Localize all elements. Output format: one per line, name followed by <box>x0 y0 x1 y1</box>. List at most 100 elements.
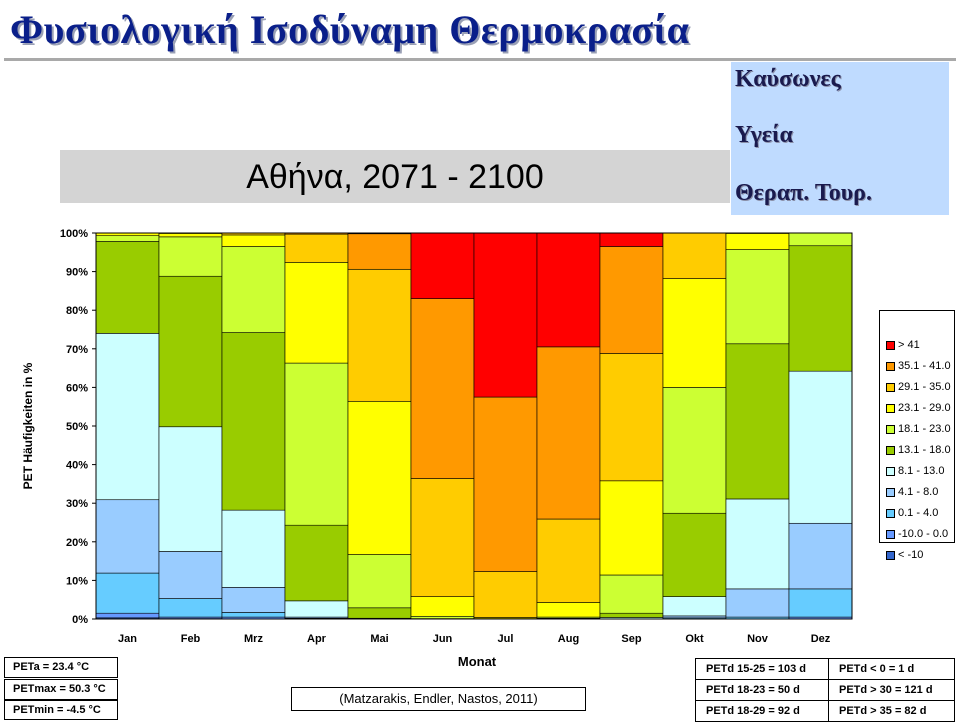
legend-swatch <box>886 509 895 518</box>
bar-segment <box>600 613 663 617</box>
bar-segment <box>600 575 663 613</box>
table-row: PETd 15-25 = 103 d PETd < 0 = 1 d <box>696 659 955 680</box>
bar-segment <box>537 602 600 617</box>
bar-segment <box>789 523 852 589</box>
legend-label: > 41 <box>898 339 920 351</box>
citation: (Matzarakis, Endler, Nastos, 2011) <box>291 687 586 711</box>
x-tick-label: Mai <box>370 633 388 645</box>
bar-segment <box>726 589 789 617</box>
bar-segment <box>159 599 222 618</box>
bar-segment <box>726 499 789 589</box>
table-cell: PETd > 30 = 121 d <box>829 680 955 701</box>
bar-segment <box>96 573 159 613</box>
bar-segment <box>159 551 222 598</box>
bar-segment <box>789 371 852 523</box>
bar-segment <box>411 478 474 596</box>
table-cell: PETd 15-25 = 103 d <box>696 659 829 680</box>
x-tick-label: Jul <box>498 633 514 645</box>
stat-pet-max: PETmax = 50.3 °C <box>4 679 118 700</box>
bar-segment <box>726 344 789 499</box>
bar-segment <box>285 363 348 525</box>
legend-item: > 41 <box>886 339 920 353</box>
table-row: PETd 18-23 = 50 d PETd > 30 = 121 d <box>696 680 955 701</box>
bar-segment <box>411 299 474 479</box>
legend-swatch <box>886 467 895 476</box>
table-cell: PETd 18-29 = 92 d <box>696 701 829 722</box>
bar-segment <box>600 247 663 354</box>
legend-label: 35.1 - 41.0 <box>898 360 951 372</box>
bar-segment <box>222 247 285 333</box>
bar-segment <box>222 235 285 247</box>
bar-segment <box>663 279 726 388</box>
bar-segment <box>96 333 159 499</box>
x-tick-label: Feb <box>181 633 201 645</box>
y-tick-label: 20% <box>66 537 88 549</box>
x-tick-label: Dez <box>811 633 831 645</box>
legend-item: 23.1 - 29.0 <box>886 402 951 416</box>
legend-label: 23.1 - 29.0 <box>898 402 951 414</box>
bar-segment <box>96 236 159 242</box>
bar-segment <box>285 601 348 617</box>
y-tick-label: 40% <box>66 460 88 472</box>
legend-swatch <box>886 551 895 560</box>
bar-segment <box>348 555 411 608</box>
bar-segment <box>348 269 411 401</box>
legend-swatch <box>886 530 895 539</box>
legend-swatch <box>886 341 895 350</box>
y-tick-label: 80% <box>66 305 88 317</box>
legend-swatch <box>886 446 895 455</box>
bar-segment <box>222 587 285 612</box>
legend-label: < -10 <box>898 549 923 561</box>
bar-segment <box>159 276 222 427</box>
bar-segment <box>348 401 411 554</box>
bar-segment <box>726 233 789 249</box>
bar-segment <box>411 597 474 617</box>
bar-segment <box>789 246 852 371</box>
stat-pet-min: PETmin = -4.5 °C <box>4 700 118 720</box>
bar-segment <box>474 397 537 571</box>
legend-label: 0.1 - 4.0 <box>898 507 938 519</box>
legend-swatch <box>886 404 895 413</box>
y-tick-label: 0% <box>72 614 88 626</box>
x-tick-label: Mrz <box>244 633 263 645</box>
bar-segment <box>474 572 537 618</box>
bar-segment <box>537 233 600 347</box>
legend-item: 0.1 - 4.0 <box>886 507 938 521</box>
bar-segment <box>663 513 726 596</box>
legend-item: -10.0 - 0.0 <box>886 528 948 542</box>
bar-segment <box>159 427 222 552</box>
bar-segment <box>222 612 285 617</box>
bar-segment <box>96 500 159 573</box>
bar-segment <box>159 233 222 236</box>
bar-segment <box>285 525 348 601</box>
y-axis-label: PET Häufigkeiten in % <box>21 362 35 489</box>
table-cell: PETd > 35 = 82 d <box>829 701 955 722</box>
pet-days-table: PETd 15-25 = 103 d PETd < 0 = 1 d PETd 1… <box>695 658 955 722</box>
y-tick-label: 70% <box>66 344 88 356</box>
x-tick-label: Okt <box>685 633 704 645</box>
bar-segment <box>222 510 285 587</box>
legend-label: 8.1 - 13.0 <box>898 465 944 477</box>
legend-item: < -10 <box>886 549 923 563</box>
bar-segment <box>789 233 852 246</box>
y-tick-label: 100% <box>60 228 88 240</box>
bar-segment <box>726 250 789 344</box>
x-tick-label: Aug <box>558 633 579 645</box>
y-tick-label: 60% <box>66 382 88 394</box>
table-row: PETd 18-29 = 92 d PETd > 35 = 82 d <box>696 701 955 722</box>
bar-segment <box>600 481 663 575</box>
bar-segment <box>537 347 600 519</box>
legend-item: 35.1 - 41.0 <box>886 360 951 374</box>
y-tick-label: 90% <box>66 267 88 279</box>
x-tick-label: Nov <box>747 633 769 645</box>
bar-segment <box>663 597 726 616</box>
legend-label: 4.1 - 8.0 <box>898 486 938 498</box>
legend-item: 8.1 - 13.0 <box>886 465 944 479</box>
table-cell: PETd < 0 = 1 d <box>829 659 955 680</box>
y-tick-label: 10% <box>66 575 88 587</box>
x-tick-label: Jan <box>118 633 137 645</box>
legend-swatch <box>886 488 895 497</box>
legend-swatch <box>886 425 895 434</box>
bar-segment <box>348 234 411 270</box>
